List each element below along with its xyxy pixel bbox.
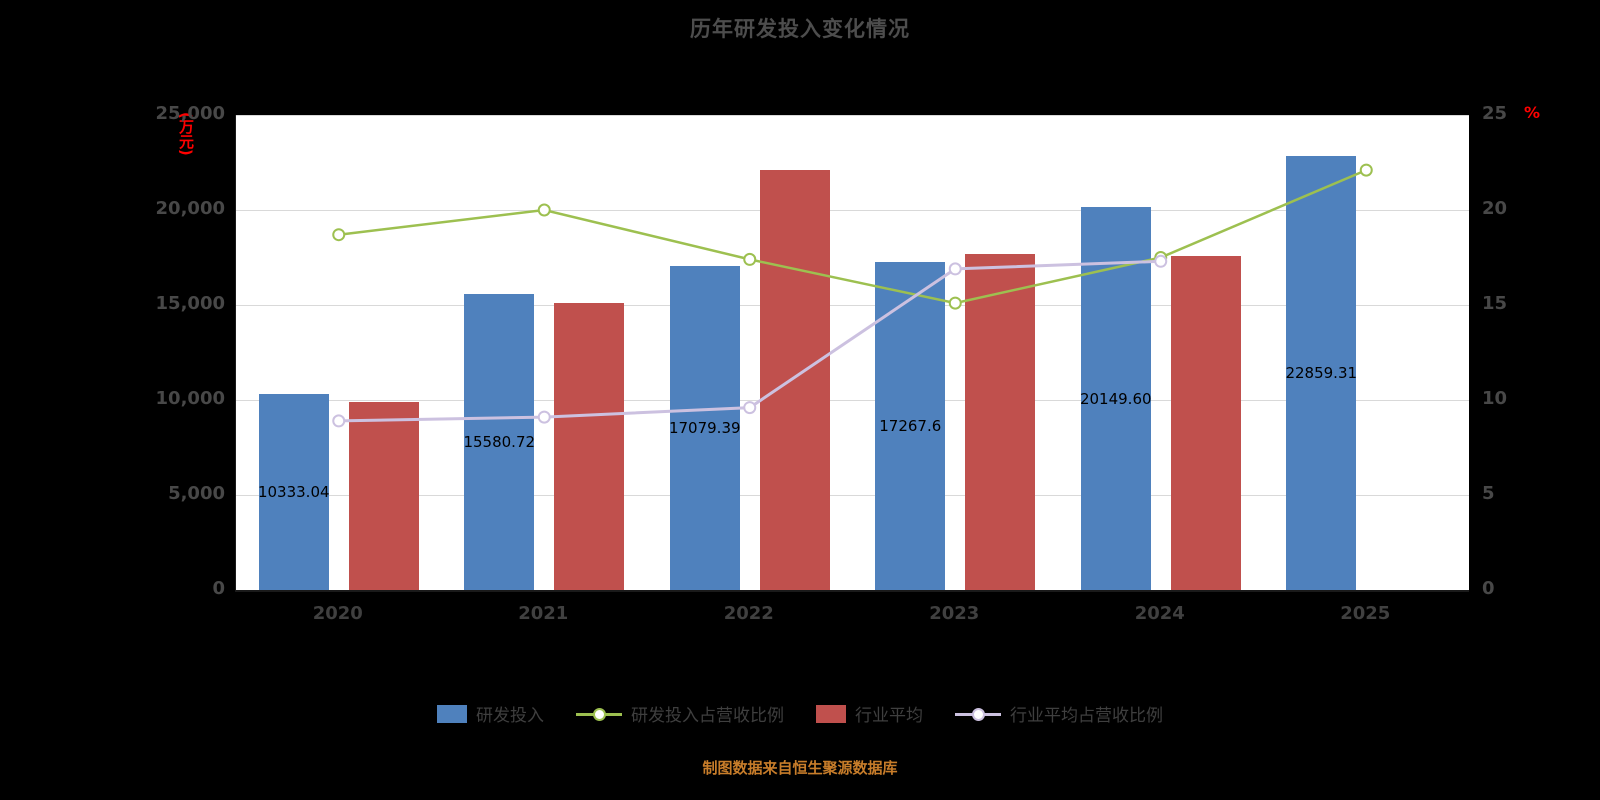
y-axis-tick-right: 25 — [1482, 103, 1508, 124]
bar-rd-investment-2020 — [258, 393, 329, 590]
legend-swatch-rd-ratio — [576, 705, 622, 723]
bar-value-label-2024: 20149.60 — [1079, 389, 1152, 408]
gridline — [236, 305, 1469, 306]
left-axis-unit: (万元) — [177, 112, 195, 156]
y-axis-tick-left: 5,000 — [168, 483, 225, 504]
legend-label-rd-ratio: 研发投入占营收比例 — [631, 706, 784, 726]
legend-swatch-industry-ratio — [955, 705, 1001, 723]
line-series-layer — [332, 163, 1373, 428]
y-axis-tick-left: 25,000 — [155, 103, 225, 124]
x-axis-label-2025: 2025 — [1340, 603, 1391, 624]
marker-industry-ratio-2022 — [743, 401, 757, 415]
marker-industry-ratio-2021 — [537, 410, 551, 424]
y-axis-tick-left: 0 — [212, 578, 225, 599]
legend-swatch-industry-average — [816, 704, 846, 723]
x-axis-label-2021: 2021 — [518, 603, 569, 624]
x-axis-label-2023: 2023 — [929, 603, 980, 624]
gridline — [236, 115, 1469, 116]
line-rd-ratio — [338, 168, 1367, 305]
legend-line-marker — [972, 707, 985, 721]
y-axis-tick-right: 15 — [1482, 293, 1508, 314]
bar-value-label-2023: 17267.6 — [879, 416, 942, 435]
bar-value-label-2025: 22859.31 — [1285, 363, 1358, 382]
x-axis-label-2024: 2024 — [1134, 603, 1185, 624]
plot-area: 10333.04 15580.72 17079.39 17267.6 20149.60 2… — [235, 115, 1469, 592]
y-axis-tick-left: 20,000 — [155, 198, 225, 219]
legend-label-industry-average: 行业平均 — [855, 706, 923, 726]
legend-label-industry-ratio: 行业平均占营收比例 — [1010, 706, 1163, 726]
gridline — [236, 210, 1469, 211]
marker-rd-ratio-2025 — [1359, 163, 1373, 177]
bar-rd-investment-2021 — [464, 293, 535, 590]
y-axis-tick-right: 0 — [1482, 578, 1495, 599]
legend-item-rd-ratio[interactable]: 研发投入占营收比例 — [576, 701, 784, 726]
legend-item-industry-ratio[interactable]: 行业平均占营收比例 — [955, 701, 1163, 726]
marker-rd-ratio-2021 — [537, 203, 551, 217]
marker-industry-ratio-2023 — [948, 262, 962, 276]
bar-rd-investment-2024 — [1080, 207, 1151, 590]
marker-industry-ratio-2024 — [1154, 254, 1168, 268]
bar-value-label-2021: 15580.72 — [463, 432, 536, 451]
marker-rd-ratio-2022 — [743, 252, 757, 266]
bar-industry-average-2023 — [965, 253, 1036, 590]
y-axis-tick-right: 5 — [1482, 483, 1495, 504]
bar-industry-average-2022 — [759, 170, 830, 590]
bar-industry-average-2020 — [348, 401, 419, 590]
gridline — [236, 495, 1469, 496]
marker-rd-ratio-2023 — [948, 296, 962, 310]
bar-industry-average-2024 — [1170, 255, 1241, 590]
right-axis-unit: % — [1524, 103, 1541, 122]
y-axis-tick-left: 15,000 — [155, 293, 225, 314]
legend-item-rd-investment[interactable]: 研发投入 — [437, 701, 544, 726]
bar-value-label-2020: 10333.04 — [257, 482, 330, 501]
legend-swatch-rd-investment — [437, 704, 467, 723]
bar-value-label-2022: 17079.39 — [668, 418, 741, 437]
legend-item-industry-average[interactable]: 行业平均 — [816, 701, 923, 726]
legend-line-marker — [593, 707, 606, 721]
x-axis-label-2020: 2020 — [312, 603, 363, 624]
gridline — [236, 400, 1469, 401]
legend: 研发投入 研发投入占营收比例 行业平均 行业平均占营收比例 — [0, 701, 1600, 726]
y-axis-tick-right: 10 — [1482, 388, 1508, 409]
footer-note: 制图数据来自恒生聚源数据库 — [702, 759, 898, 777]
bar-rd-investment-2022 — [669, 265, 740, 590]
marker-rd-ratio-2020 — [332, 228, 346, 242]
bar-rd-investment-2025 — [1286, 155, 1357, 590]
chart-title: 历年研发投入变化情况 — [690, 17, 910, 41]
y-axis-tick-right: 20 — [1482, 198, 1508, 219]
marker-industry-ratio-2020 — [332, 414, 346, 428]
bar-industry-average-2021 — [554, 303, 625, 590]
x-axis-label-2022: 2022 — [723, 603, 774, 624]
y-axis-tick-left: 10,000 — [155, 388, 225, 409]
legend-label-rd-investment: 研发投入 — [476, 706, 544, 726]
